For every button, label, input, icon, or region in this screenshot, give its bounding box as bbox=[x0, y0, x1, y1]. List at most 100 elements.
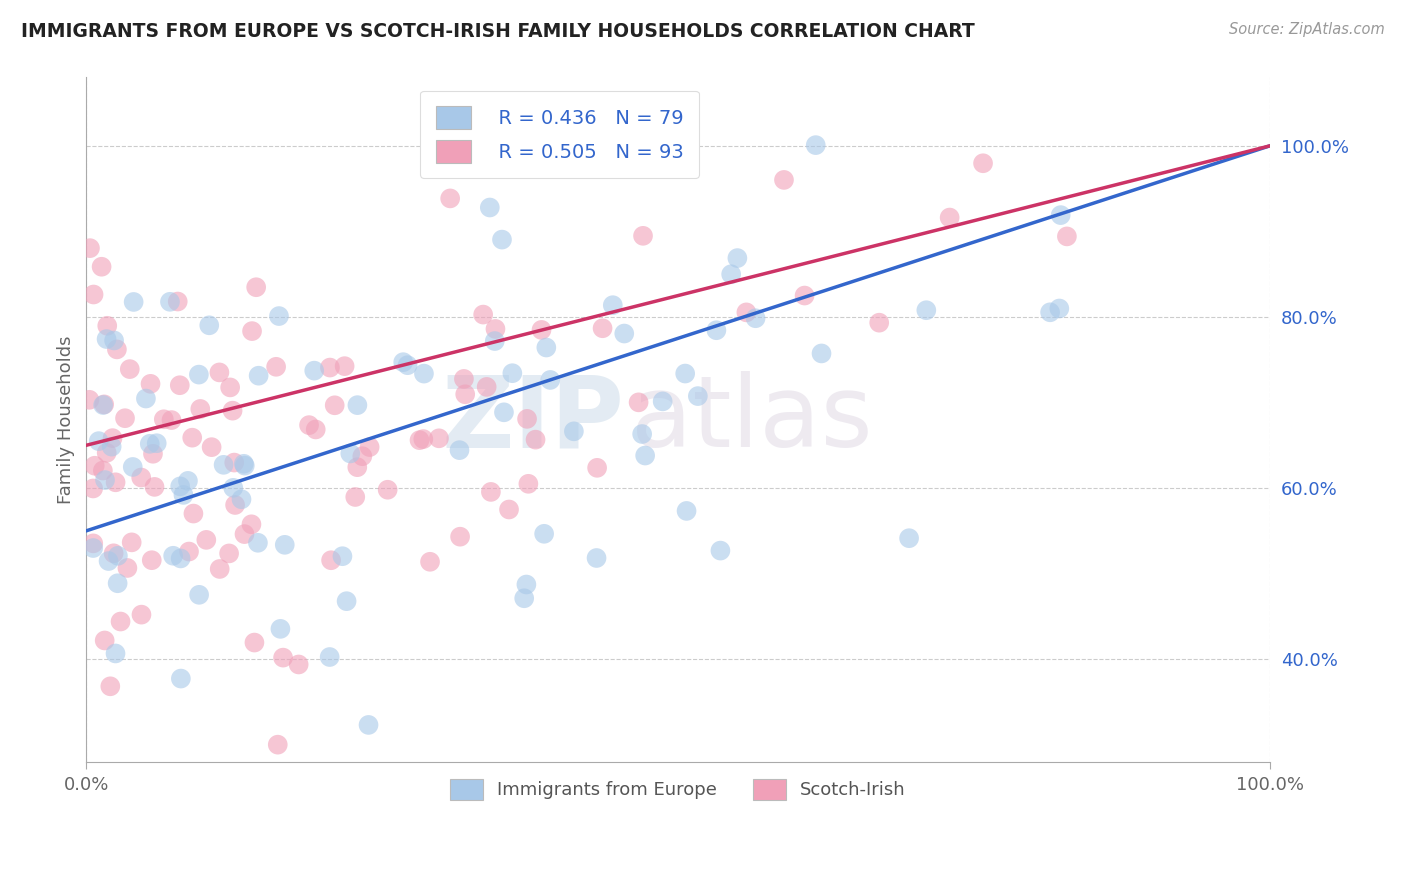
Point bbox=[142, 447, 165, 461]
Point bbox=[449, 530, 471, 544]
Point bbox=[110, 615, 132, 629]
Legend: Immigrants from Europe, Scotch-Irish: Immigrants from Europe, Scotch-Irish bbox=[436, 764, 920, 814]
Point bbox=[501, 366, 523, 380]
Point bbox=[143, 480, 166, 494]
Point bbox=[475, 380, 498, 394]
Point bbox=[298, 418, 321, 433]
Point bbox=[408, 433, 430, 447]
Point bbox=[94, 473, 117, 487]
Point bbox=[631, 427, 654, 442]
Point bbox=[530, 323, 553, 337]
Point bbox=[104, 475, 127, 490]
Point bbox=[82, 482, 104, 496]
Point bbox=[513, 591, 536, 606]
Text: ZIP: ZIP bbox=[441, 371, 624, 468]
Point bbox=[271, 650, 294, 665]
Point bbox=[274, 538, 297, 552]
Point bbox=[287, 657, 309, 672]
Point bbox=[212, 458, 235, 472]
Point bbox=[96, 318, 118, 333]
Point bbox=[107, 549, 129, 563]
Point bbox=[233, 527, 256, 541]
Point bbox=[83, 458, 105, 473]
Point bbox=[100, 440, 122, 454]
Point bbox=[585, 551, 607, 566]
Point bbox=[218, 546, 240, 560]
Point bbox=[744, 311, 766, 326]
Point bbox=[479, 484, 502, 499]
Point bbox=[267, 738, 290, 752]
Point bbox=[491, 233, 513, 247]
Point bbox=[318, 650, 340, 665]
Point bbox=[79, 241, 101, 255]
Point bbox=[219, 380, 242, 394]
Point bbox=[224, 498, 246, 512]
Point bbox=[222, 481, 245, 495]
Point bbox=[79, 392, 101, 407]
Point bbox=[1039, 305, 1062, 319]
Point bbox=[651, 394, 673, 409]
Point bbox=[170, 672, 193, 686]
Point bbox=[91, 398, 114, 412]
Point bbox=[177, 544, 200, 558]
Point bbox=[233, 458, 256, 473]
Point bbox=[484, 322, 506, 336]
Point bbox=[319, 553, 342, 567]
Point bbox=[323, 398, 346, 412]
Point bbox=[627, 395, 650, 409]
Point bbox=[412, 432, 434, 446]
Point bbox=[96, 332, 118, 346]
Point bbox=[240, 517, 263, 532]
Point bbox=[169, 378, 191, 392]
Point bbox=[339, 446, 361, 460]
Point bbox=[162, 549, 184, 563]
Point bbox=[515, 577, 537, 591]
Point bbox=[720, 267, 742, 281]
Point bbox=[631, 228, 654, 243]
Y-axis label: Family Households: Family Households bbox=[58, 335, 75, 504]
Point bbox=[346, 460, 368, 475]
Point bbox=[586, 460, 609, 475]
Point bbox=[453, 372, 475, 386]
Point bbox=[181, 431, 204, 445]
Point bbox=[103, 334, 125, 348]
Point bbox=[352, 449, 374, 463]
Point bbox=[592, 321, 614, 335]
Text: atlas: atlas bbox=[631, 371, 872, 468]
Point bbox=[454, 387, 477, 401]
Point bbox=[357, 718, 380, 732]
Point bbox=[114, 411, 136, 425]
Point bbox=[336, 594, 359, 608]
Point bbox=[247, 368, 270, 383]
Point bbox=[231, 492, 253, 507]
Point bbox=[472, 308, 495, 322]
Point bbox=[427, 431, 450, 445]
Point bbox=[101, 431, 124, 445]
Point bbox=[533, 526, 555, 541]
Point bbox=[188, 588, 211, 602]
Point bbox=[938, 211, 960, 225]
Point bbox=[810, 346, 832, 360]
Point bbox=[319, 360, 342, 375]
Point bbox=[169, 551, 191, 566]
Point bbox=[709, 543, 731, 558]
Point bbox=[198, 318, 221, 333]
Point bbox=[868, 316, 890, 330]
Point bbox=[117, 561, 139, 575]
Point bbox=[169, 479, 191, 493]
Point bbox=[484, 334, 506, 348]
Point bbox=[392, 355, 415, 369]
Point bbox=[439, 191, 461, 205]
Point bbox=[773, 173, 796, 187]
Point bbox=[224, 456, 246, 470]
Point bbox=[673, 367, 696, 381]
Point bbox=[915, 303, 938, 318]
Point bbox=[166, 294, 188, 309]
Point bbox=[562, 425, 585, 439]
Point bbox=[195, 533, 218, 547]
Point bbox=[139, 437, 162, 451]
Point bbox=[221, 403, 243, 417]
Point bbox=[121, 535, 143, 549]
Point bbox=[1049, 208, 1071, 222]
Point bbox=[145, 436, 167, 450]
